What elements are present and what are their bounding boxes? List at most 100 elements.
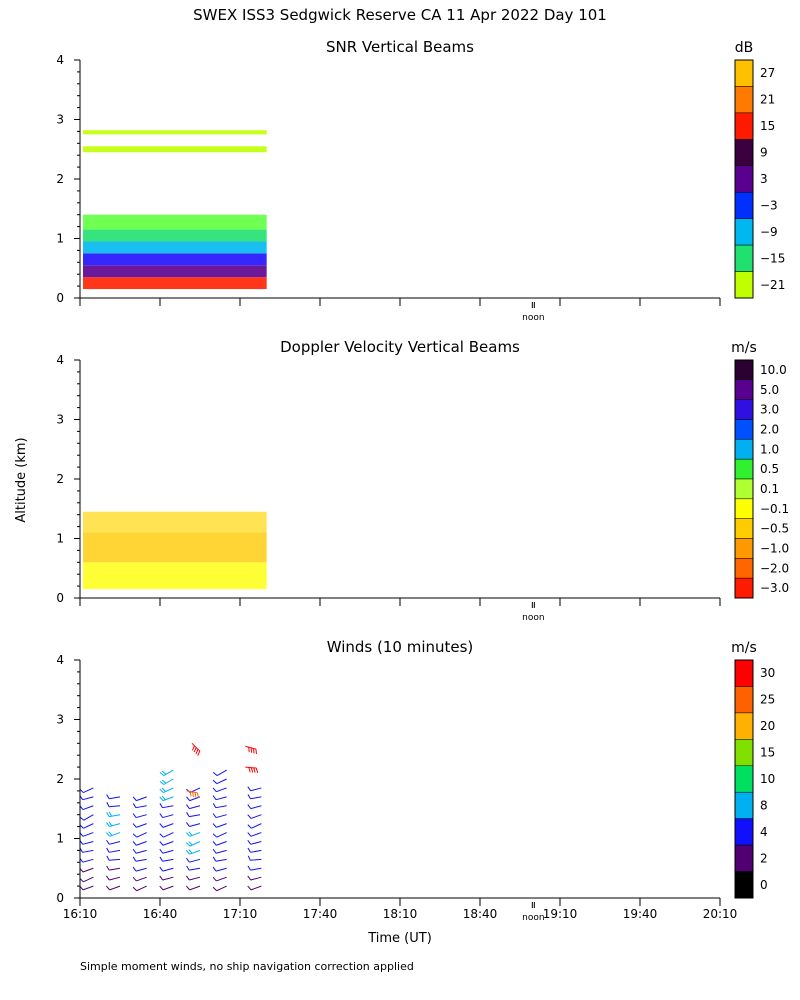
colorbar-cell <box>734 518 754 539</box>
colorbar-cell <box>734 498 754 519</box>
wind-barb <box>245 766 259 774</box>
colorbar-cell <box>734 577 754 599</box>
colorbar-cell <box>734 558 754 579</box>
wind-barb <box>247 847 262 853</box>
wind-barb-staff <box>163 832 174 838</box>
wind-barb-flag <box>108 821 113 827</box>
heatmap-cell <box>83 253 267 266</box>
wind-barb-staff <box>82 858 94 863</box>
wind-barb <box>212 769 227 777</box>
wind-barb-staff <box>136 832 147 838</box>
wind-barb <box>212 795 227 801</box>
wind-barb-flag <box>132 841 137 846</box>
wind-barb-staff <box>163 778 174 785</box>
colorbar-cell <box>734 244 754 272</box>
wind-barb-flag <box>212 813 217 818</box>
wind-barb-staff <box>135 858 147 862</box>
wind-barb-staff <box>109 814 121 818</box>
wind-barb <box>79 847 94 853</box>
wind-barb-flag <box>247 839 252 845</box>
wind-barb-staff <box>162 858 174 862</box>
wind-barb-flag <box>186 812 190 817</box>
wind-barb <box>247 786 262 792</box>
x-tick-label: 16:40 <box>143 907 178 921</box>
wind-barb-flag <box>161 795 166 801</box>
wind-barb-staff <box>135 849 147 854</box>
wind-barb <box>106 794 121 800</box>
x-axis-label: Time (UT) <box>367 931 432 946</box>
wind-barb-flag <box>186 885 191 891</box>
wind-barb-staff <box>251 823 262 829</box>
wind-barb-staff <box>135 814 147 819</box>
wind-barb <box>186 831 201 837</box>
wind-barb-flag <box>247 786 252 792</box>
wind-barb <box>159 823 174 828</box>
wind-barb-flag <box>197 792 199 798</box>
wind-barb <box>186 812 201 818</box>
wind-barb-staff <box>250 796 262 800</box>
wind-barb <box>212 848 227 854</box>
wind-barb-flag <box>212 779 218 785</box>
wind-barb-flag <box>195 749 199 755</box>
wind-barb-staff <box>82 840 94 845</box>
wind-barb-flag <box>159 772 165 776</box>
wind-barb-flag <box>159 780 165 785</box>
wind-barb <box>212 841 227 846</box>
colorbar-label: 2 <box>760 851 768 865</box>
wind-barb-flag <box>159 796 164 801</box>
wind-barb <box>186 875 201 881</box>
wind-barb-flag <box>247 814 252 819</box>
x-tick-label: 19:40 <box>623 907 658 921</box>
colorbar-unit: m/s <box>731 640 757 656</box>
wind-barb <box>79 876 94 883</box>
wind-barb <box>132 813 147 819</box>
wind-barb-staff <box>215 805 227 809</box>
wind-barb <box>132 866 147 872</box>
colorbar-label: 0.1 <box>760 482 779 496</box>
wind-barb <box>247 823 262 829</box>
y-tick-label: 4 <box>56 653 64 667</box>
wind-barb-flag <box>159 788 164 793</box>
wind-barb <box>159 787 174 794</box>
colorbar-label: 10 <box>760 772 775 786</box>
wind-barb-flag <box>159 841 164 846</box>
wind-barb-flag <box>161 787 166 792</box>
wind-barb <box>132 832 147 838</box>
wind-barb-flag <box>132 823 137 828</box>
colorbar-cell <box>734 271 754 299</box>
colorbar-cell <box>734 659 754 687</box>
wind-barb-flag <box>159 803 163 808</box>
wind-barb-flag <box>212 866 217 872</box>
wind-barb-flag <box>159 875 164 881</box>
wind-barb-staff <box>109 867 121 871</box>
x-tick-label: 17:40 <box>303 907 338 921</box>
colorbar-label: 30 <box>760 666 775 680</box>
colorbar-label: −0.1 <box>760 502 789 516</box>
wind-barb-staff <box>162 805 174 809</box>
y-tick-label: 3 <box>56 413 64 427</box>
wind-barb-flag <box>188 849 193 854</box>
wind-barb-flag <box>186 822 190 827</box>
colorbar-label: 1.0 <box>760 442 779 456</box>
wind-barb-staff <box>189 867 201 871</box>
wind-barb-staff <box>83 876 94 883</box>
wind-barb <box>212 787 227 793</box>
wind-barb <box>106 885 121 891</box>
wind-barb-staff <box>189 841 201 847</box>
wind-barb-flag <box>161 779 167 784</box>
wind-barb <box>159 885 174 891</box>
wind-barb <box>132 848 147 854</box>
wind-barb-staff <box>163 769 174 777</box>
wind-barb-staff <box>109 885 121 891</box>
wind-barb-flag <box>186 832 191 837</box>
wind-barb-flag <box>132 796 137 801</box>
wind-barb <box>79 839 94 845</box>
wind-barb-flag <box>197 750 201 756</box>
colorbar-cell <box>734 538 754 559</box>
colorbar-label: −2.0 <box>760 561 789 575</box>
wind-barb <box>132 841 147 846</box>
wind-barb-staff <box>215 814 227 819</box>
shared-y-axis-label: Altitude (km) <box>14 437 29 522</box>
wind-barb-flag <box>106 847 110 853</box>
x-tick-label: 20:10 <box>703 907 738 921</box>
